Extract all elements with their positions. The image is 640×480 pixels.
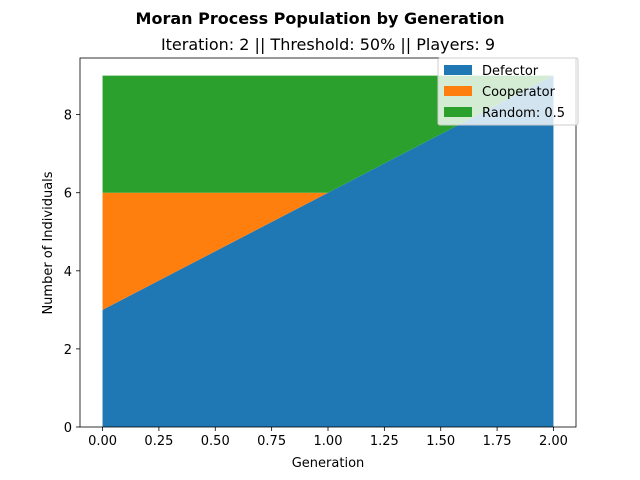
y-tick-label: 4 (64, 265, 72, 280)
legend-label-defector: Defector (482, 64, 539, 79)
x-tick-label: 0.25 (144, 434, 173, 449)
area-series-defector (102, 75, 554, 428)
legend: Defector Cooperator Random: 0.5 (437, 57, 579, 126)
x-tick-label: 0.75 (257, 434, 286, 449)
x-tick-label: 0.00 (88, 434, 117, 449)
legend-swatch-random-0-5 (444, 107, 472, 117)
y-tick-label: 6 (64, 187, 72, 202)
x-tick-label: 1.50 (426, 434, 455, 449)
y-tick-label: 2 (64, 343, 72, 358)
legend-swatch-defector (444, 65, 472, 75)
area-series-cooperator (102, 75, 554, 310)
x-axis-label: Generation (292, 456, 365, 471)
stacked-areas (102, 75, 554, 428)
legend-label-cooperator: Cooperator (482, 85, 556, 100)
legend-label-random-0-5: Random: 0.5 (482, 106, 565, 121)
chart-title: Moran Process Population by Generation (136, 9, 505, 28)
axes: 0.00 0.25 0.50 0.75 1.00 1.25 1.50 1.75 2.00 0 2 4 6… (64, 57, 577, 449)
y-tick-label: 0 (64, 421, 72, 436)
legend-box (437, 57, 579, 126)
x-tick-label: 0.50 (201, 434, 230, 449)
x-tick-label: 1.00 (314, 434, 343, 449)
x-tick-label: 2.00 (539, 434, 568, 449)
y-axis-label: Number of Individuals (41, 171, 56, 314)
legend-swatch-cooperator (444, 86, 472, 96)
chart-subtitle: Iteration: 2 || Threshold: 50% || Player… (161, 35, 495, 54)
x-tick-label: 1.75 (483, 434, 512, 449)
y-tick-label: 8 (64, 109, 72, 124)
x-tick-label: 1.25 (370, 434, 399, 449)
